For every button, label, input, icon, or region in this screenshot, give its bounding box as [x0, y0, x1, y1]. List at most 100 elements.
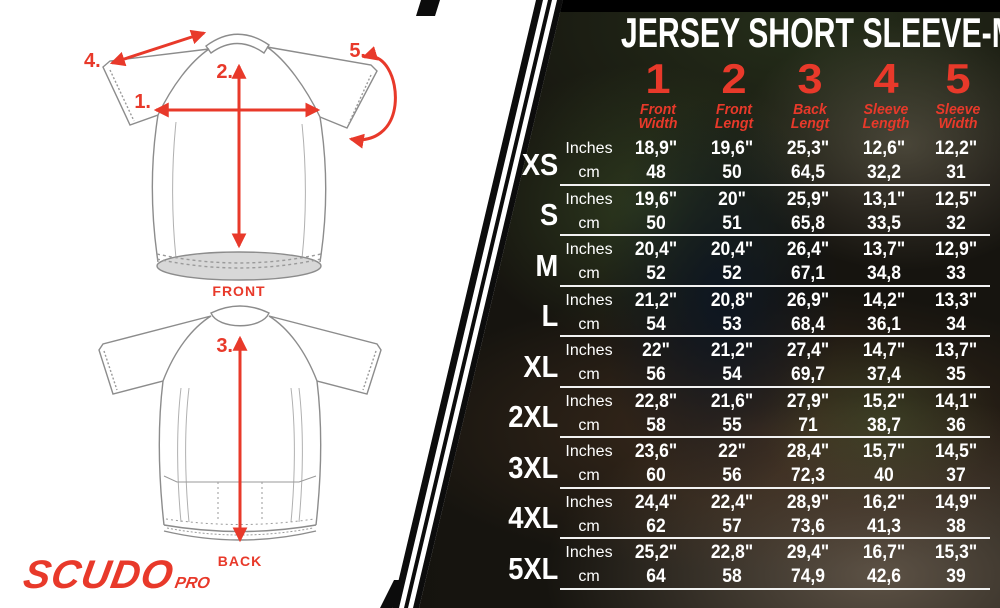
column-label: Back Lengt: [774, 102, 845, 132]
size-label: 5XL: [508, 550, 559, 586]
size-label: XL: [523, 348, 559, 384]
column-label-line: Sleeve: [863, 101, 909, 118]
table-row-l: L Inches cm 21,2" 54 20,8" 53 26,9" 68,4 14,2" 36,…: [488, 288, 990, 339]
cm-value: 58: [722, 566, 742, 588]
cm-value: 62: [646, 515, 666, 537]
measurement-cell: 22,8" 58: [621, 390, 691, 436]
cm-value: 52: [646, 263, 666, 285]
table-row-4xl: 4XL Inches cm 24,4" 62 22,4" 57 28,9" 73,6 16,2" 4…: [488, 490, 990, 541]
row-divider: [560, 436, 990, 438]
column-label-line: Front: [639, 101, 677, 118]
cm-value: 67,1: [790, 263, 826, 285]
measurement-cell: 20" 51: [697, 189, 767, 234]
front-body-right-edge: [319, 116, 327, 263]
cm-value: 33: [946, 263, 966, 285]
cm-value: 58: [646, 414, 666, 436]
inches-value: 22": [718, 441, 746, 463]
cm-value: 69,7: [790, 364, 826, 386]
size-label: 3XL: [508, 449, 559, 485]
cm-value: 50: [646, 212, 666, 234]
column-label-line: Length: [862, 115, 910, 132]
cm-value: 48: [646, 162, 666, 184]
measurement-cell: 22" 56: [621, 341, 691, 385]
unit-labels: Inches cm: [560, 392, 618, 436]
marker-1-label: 1.: [134, 91, 151, 113]
back-right-sleeve: [268, 315, 382, 395]
cm-unit-label: cm: [578, 366, 600, 384]
unit-labels: Inches cm: [560, 190, 618, 234]
jersey-measurement-diagram: 1. 2. 4. 5. 3. FRONT BACK: [84, 29, 397, 569]
column-number: 3: [797, 55, 823, 102]
cm-value: 68,4: [790, 313, 826, 335]
column-label: Sleeve Width: [926, 101, 990, 131]
column-label-line: Sleeve: [935, 101, 981, 118]
inches-value: 13,3": [934, 289, 978, 311]
inches-value: 23,6": [634, 441, 678, 463]
row-divider: [560, 335, 990, 337]
cm-unit-label: cm: [578, 164, 600, 182]
column-label: Front Width: [622, 101, 693, 131]
side-seam: [172, 121, 177, 259]
cm-value: 54: [722, 364, 742, 386]
cm-value: 57: [722, 515, 742, 537]
inches-value: 22,8": [710, 542, 754, 564]
inches-value: 14,7": [862, 340, 906, 362]
inches-value: 12,9": [934, 239, 978, 261]
row-divider: [560, 486, 990, 489]
table-row-xs: XS Inches cm 18,9" 48 19,6" 50 25,3" 64,5 12,6" 32…: [488, 136, 990, 187]
cm-value: 35: [946, 364, 966, 386]
cm-value: 32: [946, 212, 966, 234]
column-label-line: Lengt: [790, 115, 830, 132]
cm-value: 40: [874, 465, 894, 487]
inches-value: 14,2": [862, 289, 906, 311]
measurement-cell: 14,5" 37: [925, 442, 988, 486]
inches-value: 20,8": [710, 289, 754, 311]
inches-value: 12,5": [934, 188, 978, 210]
inches-value: 12,2": [934, 138, 978, 160]
measurement-cell: 29,4" 74,9: [773, 543, 843, 587]
row-divider: [560, 385, 990, 388]
cm-value: 55: [722, 414, 742, 436]
unit-labels: Inches cm: [560, 139, 618, 183]
front-collar: [205, 33, 270, 54]
back-caption: BACK: [218, 553, 262, 569]
inches-value: 21,6": [710, 390, 754, 412]
cm-value: 37: [946, 465, 966, 487]
size-label: XS: [521, 146, 559, 182]
inches-value: 25,3": [786, 138, 830, 160]
inches-value: 26,4": [786, 239, 830, 261]
inches-unit-label: Inches: [565, 140, 613, 158]
measurement-cell: 21,2" 54: [621, 290, 691, 335]
measurement-cell: 22,8" 58: [697, 543, 767, 587]
cm-value: 36,1: [866, 313, 902, 335]
size-label: S: [540, 197, 559, 232]
inches-value: 22,8": [634, 390, 678, 412]
table-row-2xl: 2XL Inches cm 22,8" 58 21,6" 55 27,9" 71 15,2" 38,…: [488, 389, 990, 440]
measurement-cell: 13,7" 35: [925, 341, 988, 385]
inches-unit-label: Inches: [565, 190, 613, 208]
measurement-cell: 12,5" 32: [925, 188, 988, 234]
measurement-cell: 27,9" 71: [773, 391, 843, 436]
brand-logo-text: SCUDO: [20, 553, 178, 597]
marker-3-label: 3.: [216, 335, 233, 357]
column-header: 5 Sleeve Width: [924, 58, 992, 132]
table-row-m: M Inches cm 20,4" 52 20,4" 52 26,4" 67,1 13,7" 34,…: [488, 237, 990, 288]
inches-value: 15,7": [862, 441, 906, 463]
size-label: L: [541, 298, 559, 333]
inches-value: 29,4": [786, 542, 830, 564]
cuff-stitching: [109, 69, 135, 122]
measurement-cell: 15,3" 39: [925, 543, 988, 587]
cm-value: 51: [722, 212, 742, 234]
inches-value: 14,5": [934, 441, 978, 463]
measurement-cell: 15,2" 38,7: [849, 391, 919, 436]
cm-unit-label: cm: [578, 315, 600, 333]
inches-unit-label: Inches: [565, 443, 613, 461]
front-jersey-outline: [102, 33, 378, 281]
inches-value: 27,4": [786, 340, 830, 362]
marker-5-label: 5.: [349, 40, 366, 62]
side-seam: [185, 387, 190, 523]
cm-unit-label: cm: [578, 416, 600, 434]
inches-value: 20,4": [710, 239, 754, 261]
measurement-cell: 21,2" 54: [697, 341, 767, 385]
